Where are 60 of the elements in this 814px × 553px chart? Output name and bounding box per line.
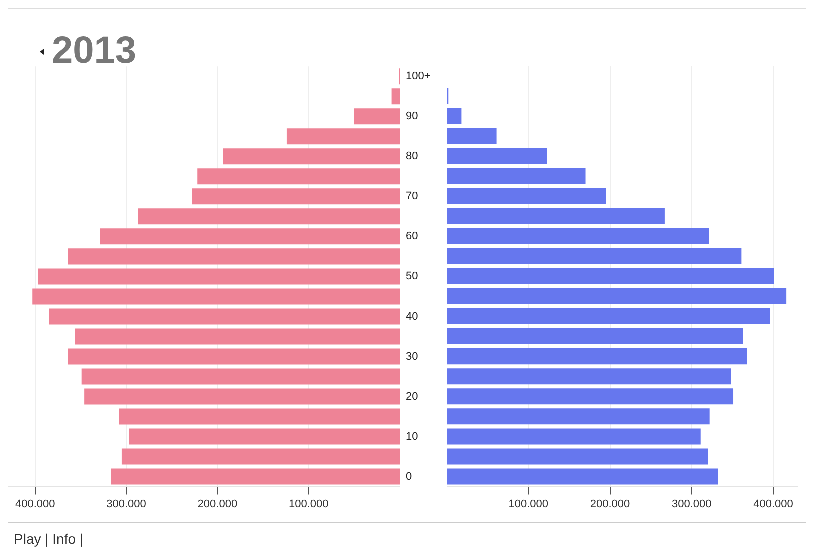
bar — [75, 328, 400, 345]
y-tick-label: 50 — [406, 270, 418, 283]
x-tick-label: 200.000 — [198, 498, 238, 510]
x-tick-label: 100.000 — [508, 498, 549, 510]
bar — [447, 448, 708, 465]
x-tick-label: 300.000 — [672, 498, 712, 510]
bar — [447, 268, 774, 284]
bar — [447, 128, 497, 144]
y-tick-label: 70 — [406, 190, 418, 203]
bar — [38, 268, 400, 285]
bar — [392, 88, 400, 105]
bar — [129, 428, 400, 445]
y-tick-label: 90 — [406, 110, 418, 123]
bar — [122, 448, 400, 465]
bar — [447, 108, 462, 124]
bar — [447, 328, 744, 345]
chart-title: 2013 — [52, 29, 137, 73]
bar — [447, 308, 770, 324]
x-tick-label: 200.000 — [590, 498, 630, 510]
bar — [447, 468, 718, 485]
bar — [100, 228, 400, 245]
bar — [447, 168, 586, 184]
bar — [447, 368, 732, 385]
bar — [111, 468, 400, 485]
text: Play | Info | — [14, 531, 84, 547]
bar — [447, 288, 787, 304]
bar — [198, 168, 400, 185]
x-tick-label: 400.000 — [754, 498, 794, 510]
bar — [119, 408, 400, 425]
y-tick-label: 60 — [406, 230, 418, 243]
bar — [447, 208, 665, 224]
bar — [192, 188, 400, 205]
y-tick-label: 20 — [406, 390, 418, 403]
bar — [447, 248, 742, 264]
bar — [447, 148, 548, 164]
y-tick-label: 80 — [406, 150, 418, 163]
bar — [82, 368, 400, 385]
bar — [447, 428, 701, 445]
bar — [138, 208, 400, 225]
bar — [68, 348, 400, 365]
bar — [68, 248, 400, 265]
bar — [447, 348, 748, 365]
bar — [223, 148, 400, 165]
bar — [32, 288, 400, 305]
bar — [354, 108, 400, 125]
bar — [286, 128, 400, 145]
x-tick-label: 100.000 — [288, 498, 329, 510]
bar — [84, 388, 400, 405]
bar — [447, 228, 710, 244]
y-tick-label: 30 — [406, 350, 418, 363]
x-tick-label: 300.000 — [106, 498, 146, 510]
bar — [447, 188, 606, 204]
bar — [49, 308, 400, 325]
bar — [447, 408, 710, 425]
x-tick-label: 400.000 — [15, 498, 56, 510]
y-tick-label: 100+ — [406, 70, 431, 83]
bar — [447, 388, 734, 405]
y-tick-label: 40 — [406, 310, 418, 323]
y-tick-label: 10 — [406, 430, 418, 443]
y-tick-label: 0 — [406, 470, 412, 483]
